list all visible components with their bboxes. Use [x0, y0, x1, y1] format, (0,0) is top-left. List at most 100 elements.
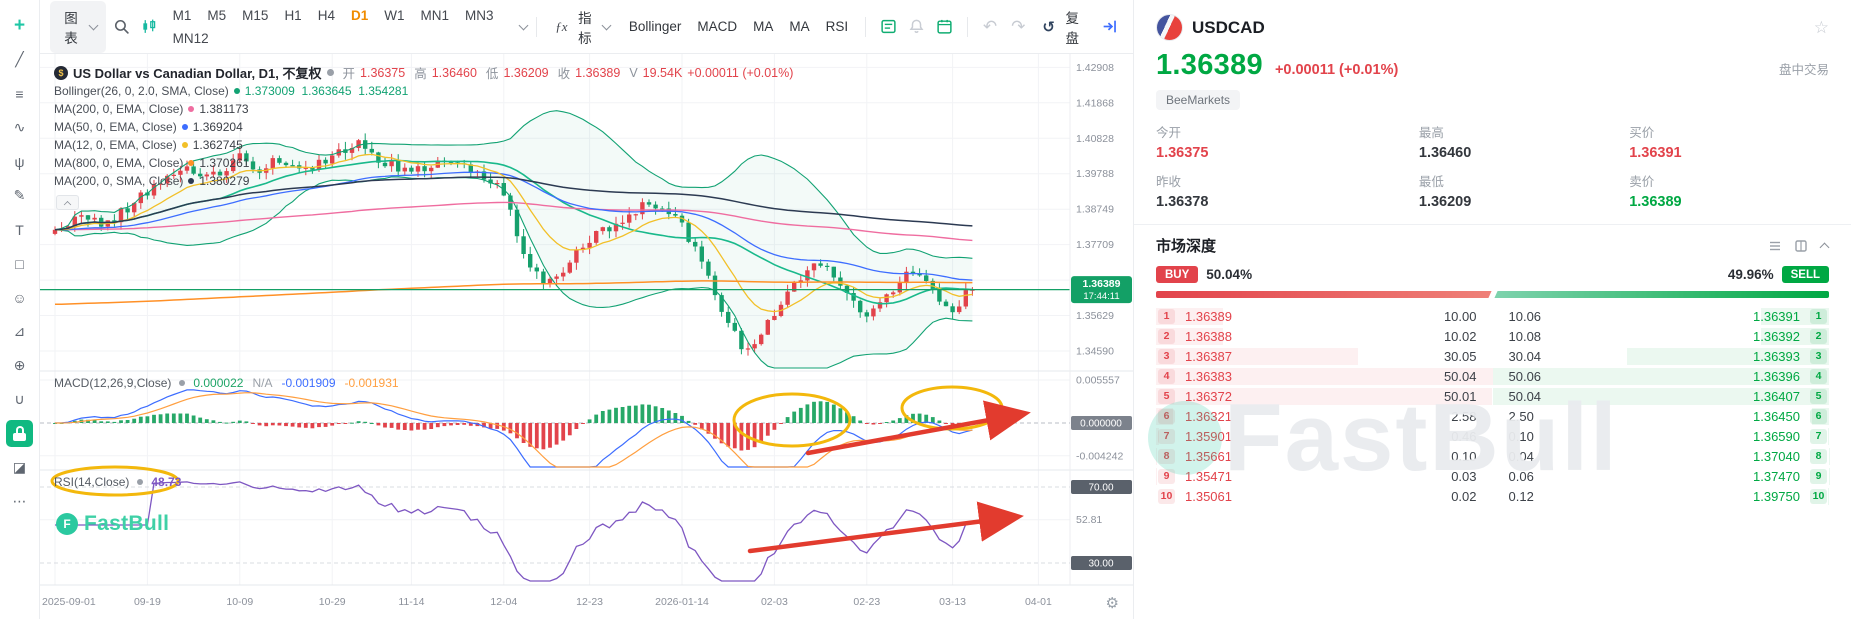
depth-row[interactable]: 5 1.36372 50.01 50.04 1.36407 5: [1156, 386, 1829, 406]
calendar-button[interactable]: [932, 12, 958, 41]
timeframe-d1[interactable]: D1: [345, 4, 374, 27]
tool-brush[interactable]: ✎: [13, 187, 26, 203]
indicator-button-ma-2[interactable]: MA: [745, 15, 781, 38]
timeframe-mn3[interactable]: MN3: [459, 4, 500, 27]
broker-chip[interactable]: BeeMarkets: [1156, 90, 1241, 110]
macd-value: -0.001931: [344, 376, 399, 390]
favorite-star-icon[interactable]: ☆: [1813, 17, 1829, 37]
volume-label: V: [629, 65, 638, 80]
svg-text:52.81: 52.81: [1076, 514, 1102, 526]
tool-wave[interactable]: ∿: [13, 119, 26, 135]
legend-collapse-button[interactable]: [56, 195, 79, 210]
undo-button[interactable]: ↶: [977, 12, 1003, 41]
legend-row[interactable]: Bollinger(26, 0, 2.0, SMA, Close) 1.37300…: [54, 84, 409, 98]
bid-volume: 0.46: [1451, 428, 1477, 444]
timeframe-m15[interactable]: M15: [236, 4, 274, 27]
timeframe-h4[interactable]: H4: [312, 4, 341, 27]
svg-text:17:44:11: 17:44:11: [1083, 291, 1119, 302]
timeframe-m1[interactable]: M1: [167, 4, 198, 27]
depth-row[interactable]: 3 1.36387 30.05 30.04 1.36393 3: [1156, 346, 1829, 366]
bell-icon: [909, 19, 924, 33]
rsi-legend[interactable]: RSI(14,Close) 48.73: [54, 475, 181, 489]
depth-row[interactable]: 8 1.35661 0.10 0.04 1.37040 8: [1156, 446, 1829, 466]
templates-button[interactable]: [875, 12, 901, 41]
indicator-button-rsi[interactable]: RSI: [818, 15, 857, 38]
series-dot-icon: [188, 160, 195, 166]
series-dot-icon: [137, 479, 144, 485]
timeframe-h1[interactable]: H1: [278, 4, 307, 27]
candlestick-chart[interactable]: 1.42908 1.41868 1.40828 1.39788 1.38749 1.377…: [40, 54, 1133, 619]
chart-settings-gear-icon[interactable]: ⚙: [1105, 595, 1119, 612]
svg-text:30.00: 30.00: [1088, 559, 1113, 570]
tool-eraser[interactable]: ◪: [12, 459, 27, 475]
depth-row[interactable]: 1 1.36389 10.00 10.06 1.36391 1: [1156, 306, 1829, 326]
series-dot-icon: [181, 124, 188, 130]
collapse-panel-button[interactable]: [1097, 12, 1123, 41]
timeframe-m5[interactable]: M5: [201, 4, 232, 27]
depth-row[interactable]: 9 1.35471 0.03 0.06 1.37470 9: [1156, 466, 1829, 486]
depth-row[interactable]: 7 1.35901 0.46 0.10 1.36590 7: [1156, 426, 1829, 446]
ask-price: 1.36391: [1753, 308, 1800, 324]
tool-magnet[interactable]: ∪: [14, 391, 25, 407]
redo-button[interactable]: ↷: [1005, 12, 1031, 41]
symbol-search-button[interactable]: [108, 12, 134, 41]
tool-crosshair[interactable]: +: [13, 14, 26, 36]
timeframe-more-chevron-icon[interactable]: [519, 22, 527, 31]
indicator-button-ma-3[interactable]: MA: [781, 15, 817, 38]
chart-menu-button[interactable]: 图表: [50, 0, 107, 53]
sell-percent: 49.96%: [1727, 267, 1774, 282]
bid-price: 1.35471: [1185, 468, 1232, 484]
svg-text:12-23: 12-23: [576, 596, 603, 608]
ask-rank: 6: [1810, 408, 1827, 424]
replay-button[interactable]: ↺ 复盘: [1033, 1, 1092, 53]
svg-text:1.34590: 1.34590: [1076, 345, 1114, 357]
legend-row[interactable]: MA(50, 0, EMA, Close) 1.369204: [54, 120, 243, 134]
close-value: 1.36389: [575, 65, 621, 80]
legend-row[interactable]: MA(200, 0, EMA, Close) 1.381173: [54, 102, 249, 116]
tool-text-tool[interactable]: T: [15, 221, 24, 238]
bid-volume: 50.04: [1443, 368, 1477, 384]
indicator-button-bollinger[interactable]: Bollinger: [621, 15, 690, 38]
ohlc-legend-row[interactable]: $ US Dollar vs Canadian Dollar, D1, 不复权 …: [54, 63, 793, 82]
tool-lock[interactable]: [6, 420, 33, 447]
depth-row[interactable]: 6 1.36321 2.58 2.50 1.36450 6: [1156, 406, 1829, 426]
tool-more[interactable]: ⋯: [12, 493, 27, 509]
depth-row[interactable]: 10 1.35061 0.02 0.12 1.39750 10: [1156, 486, 1829, 506]
indicators-menu-button[interactable]: ƒx 指标: [546, 1, 619, 53]
legend-row[interactable]: MA(12, 0, EMA, Close) 1.362745: [54, 138, 243, 152]
depth-row[interactable]: 4 1.36383 50.04 50.06 1.36396 4: [1156, 366, 1829, 386]
ask-rank: 7: [1810, 428, 1827, 444]
ask-rank: 5: [1810, 388, 1827, 404]
tool-pitchfork[interactable]: ψ: [14, 153, 25, 170]
macd-legend[interactable]: MACD(12,26,9,Close) 0.000022 N/A -0.001909…: [54, 376, 408, 390]
bid-volume: 0.02: [1451, 488, 1477, 504]
ask-price: 1.36407: [1753, 388, 1800, 404]
chart-area[interactable]: 1.42908 1.41868 1.40828 1.39788 1.38749 1.377…: [40, 54, 1133, 619]
indicator-legend-rows: Bollinger(26, 0, 2.0, SMA, Close) 1.37300…: [54, 82, 793, 190]
compare-button[interactable]: [136, 12, 162, 41]
tool-trend-line[interactable]: ╱: [15, 51, 24, 67]
alerts-button[interactable]: [903, 12, 929, 41]
depth-list-icon[interactable]: [1768, 239, 1782, 253]
ask-price: 1.36450: [1753, 408, 1800, 424]
timeframe-w1[interactable]: W1: [378, 4, 410, 27]
indicator-button-macd[interactable]: MACD: [689, 15, 745, 38]
tool-zoom-in[interactable]: ⊕: [13, 357, 26, 373]
svg-text:03-13: 03-13: [939, 596, 966, 608]
ask-rank: 10: [1810, 488, 1827, 504]
tool-shapes[interactable]: □: [15, 255, 24, 272]
timeframe-mn12[interactable]: MN12: [167, 27, 215, 50]
legend-row[interactable]: MA(200, 0, SMA, Close) 1.380279: [54, 174, 250, 188]
tool-emoji[interactable]: ☺: [12, 289, 27, 306]
timeframe-mn1[interactable]: MN1: [414, 4, 455, 27]
depth-row[interactable]: 2 1.36388 10.02 10.08 1.36392 2: [1156, 326, 1829, 346]
tool-measure[interactable]: ⊿: [13, 323, 26, 339]
buy-badge: BUY: [1156, 266, 1199, 283]
svg-text:70.00: 70.00: [1088, 483, 1113, 494]
toolbar-divider: [966, 16, 968, 37]
collapse-depth-chevron-icon[interactable]: [1820, 241, 1829, 250]
tool-horizontal-lines[interactable]: ≡: [15, 85, 24, 102]
legend-row[interactable]: MA(800, 0, EMA, Close) 1.370261: [54, 156, 250, 170]
depth-expand-icon[interactable]: [1794, 239, 1808, 253]
